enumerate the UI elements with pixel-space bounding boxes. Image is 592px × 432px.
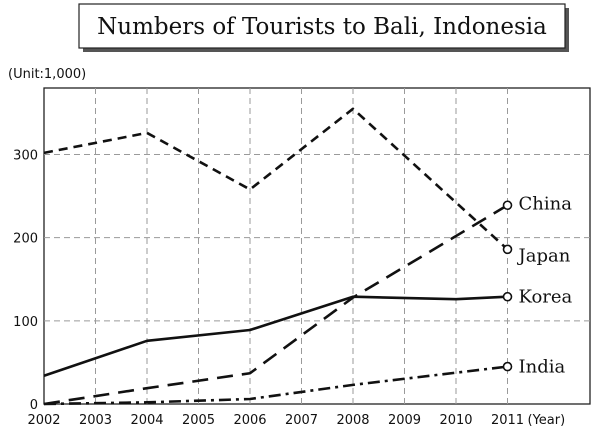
series-label: Japan <box>517 245 571 266</box>
y-tick-label: 0 <box>30 398 38 413</box>
end-point-marker <box>502 291 513 302</box>
series-line-india <box>43 365 508 406</box>
x-tick-label: 2005 <box>182 413 215 428</box>
x-tick-label: 2003 <box>79 413 112 428</box>
x-tick-label: 2009 <box>388 413 421 428</box>
chart-title: Numbers of Tourists to Bali, Indonesia <box>97 14 547 40</box>
series-label: India <box>519 357 566 378</box>
series-line-japan <box>43 107 509 251</box>
plot-frame <box>43 87 591 405</box>
series-india: India <box>43 357 566 406</box>
end-point-marker <box>502 200 513 211</box>
unit-label: (Unit:1,000) <box>8 67 86 82</box>
y-tick-label: 200 <box>13 232 38 247</box>
series-label: China <box>519 193 573 214</box>
series-japan: Japan <box>43 107 571 266</box>
x-tick-label: 2010 <box>439 413 472 428</box>
x-tick-label: 2004 <box>130 413 163 428</box>
series-line-korea <box>43 295 508 377</box>
series-china: China <box>43 193 573 406</box>
end-point-marker <box>502 244 513 255</box>
title-box: Numbers of Tourists to Bali, Indonesia <box>78 3 569 52</box>
end-point-marker <box>502 361 513 372</box>
y-tick-label: 300 <box>13 149 38 164</box>
x-unit-label: (Year) <box>528 413 566 428</box>
y-tick-label: 100 <box>13 315 38 330</box>
x-tick-label: 2011 <box>491 413 524 428</box>
series-label: Korea <box>519 287 573 308</box>
series-korea: Korea <box>43 287 573 377</box>
x-tick-label: 2007 <box>285 413 318 428</box>
series-line-china <box>43 204 509 406</box>
x-tick-label: 2008 <box>336 413 369 428</box>
x-tick-label: 2002 <box>27 413 60 428</box>
x-tick-label: 2006 <box>233 413 266 428</box>
